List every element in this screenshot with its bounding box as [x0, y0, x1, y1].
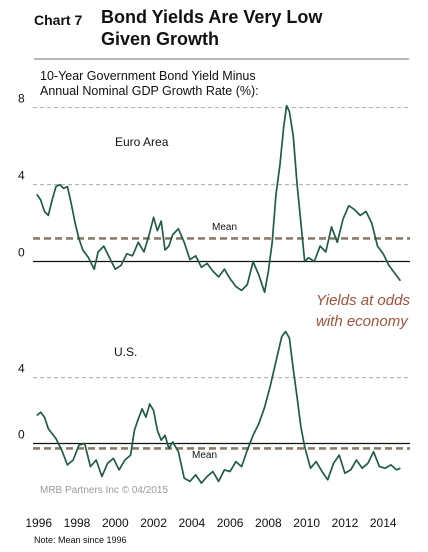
grid-lines	[33, 107, 410, 379]
x-tick-2002: 2002	[140, 516, 167, 530]
y-tick-euro-area-0: 0	[18, 246, 25, 260]
chart-title-line-2: Given Growth	[101, 29, 220, 49]
mean-label-us: Mean	[192, 450, 217, 461]
title-divider	[34, 58, 409, 60]
chart-title: Bond Yields Are Very Low Given Growth	[101, 6, 401, 50]
y-tick-us-4: 4	[18, 362, 25, 376]
chart-title-line-1: Bond Yields Are Very Low	[101, 7, 323, 27]
x-tick-2000: 2000	[102, 516, 129, 530]
x-tick-2008: 2008	[255, 516, 282, 530]
chart-number-label: Chart 7	[34, 12, 83, 28]
x-tick-2006: 2006	[217, 516, 244, 530]
x-tick-1998: 1998	[64, 516, 91, 530]
panel-label-euro-area: Euro Area	[115, 135, 169, 149]
mean-lines	[33, 237, 410, 450]
annotation-line-1: Yields at odds	[316, 292, 410, 309]
footnote: Note: Mean since 1996	[34, 535, 127, 545]
series-line-us	[36, 330, 401, 484]
zero-lines	[33, 260, 410, 445]
y-tick-euro-area-4: 4	[18, 169, 25, 183]
panel-label-us: U.S.	[114, 345, 137, 359]
chart-subtitle-line-2: Annual Nominal GDP Growth Rate (%):	[40, 84, 259, 98]
series-line-euro-area	[36, 104, 402, 294]
x-tick-1996: 1996	[25, 516, 52, 530]
annotation-line-2: with economy	[316, 313, 409, 330]
tick-labels: 8 4 0 4 0 1996 1998 2000 2002 2004 2006 2008 2010 201…	[18, 92, 397, 530]
x-tick-2004: 2004	[178, 516, 205, 530]
series-lines	[36, 104, 402, 484]
chart-subtitle-line-1: 10-Year Government Bond Yield Minus	[40, 69, 256, 83]
source-credit: MRB Partners Inc © 04/2015	[40, 485, 168, 496]
x-tick-2014: 2014	[370, 516, 397, 530]
mean-label-euro-area: Mean	[212, 222, 237, 233]
chart-header: Chart 7 Bond Yields Are Very Low Given G…	[0, 0, 428, 60]
x-tick-2010: 2010	[293, 516, 320, 530]
x-tick-2012: 2012	[332, 516, 359, 530]
y-tick-us-0: 0	[18, 428, 25, 442]
y-tick-euro-area-8: 8	[18, 92, 25, 106]
